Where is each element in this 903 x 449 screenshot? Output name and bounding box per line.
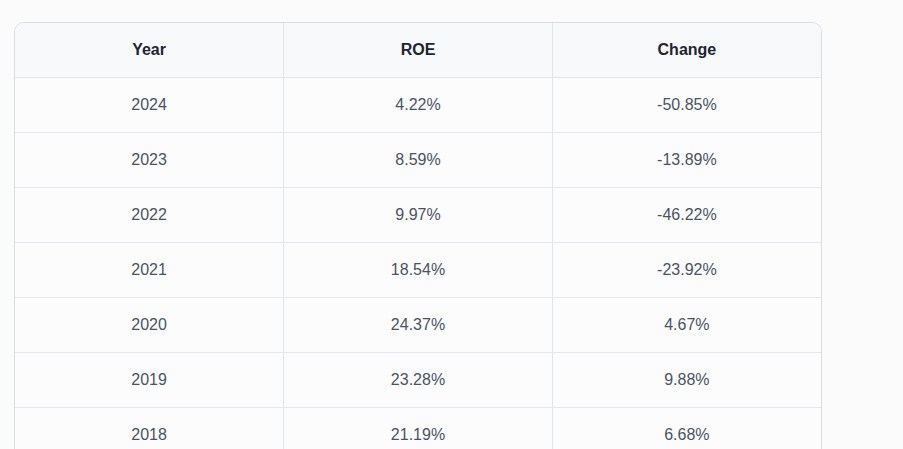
roe-cell: 24.37% <box>284 298 553 353</box>
table-row: 2020 24.37% 4.67% <box>15 298 821 353</box>
table-row: 2022 9.97% -46.22% <box>15 188 821 243</box>
change-cell: -23.92% <box>552 243 821 298</box>
roe-cell: 8.59% <box>284 133 553 188</box>
roe-cell: 9.97% <box>284 188 553 243</box>
table-row: 2023 8.59% -13.89% <box>15 133 821 188</box>
year-cell: 2018 <box>15 408 284 449</box>
year-cell: 2019 <box>15 353 284 408</box>
roe-cell: 4.22% <box>284 78 553 133</box>
roe-data-table: Year ROE Change 2024 4.22% -50.85% 2023 … <box>15 23 821 449</box>
page: Year ROE Change 2024 4.22% -50.85% 2023 … <box>0 0 903 449</box>
year-cell: 2022 <box>15 188 284 243</box>
year-cell: 2023 <box>15 133 284 188</box>
change-cell: -13.89% <box>552 133 821 188</box>
column-header-change: Change <box>552 23 821 78</box>
header-row: Year ROE Change <box>15 23 821 78</box>
table-row: 2021 18.54% -23.92% <box>15 243 821 298</box>
change-cell: -50.85% <box>552 78 821 133</box>
roe-table-card: Year ROE Change 2024 4.22% -50.85% 2023 … <box>14 22 822 449</box>
roe-cell: 18.54% <box>284 243 553 298</box>
year-cell: 2021 <box>15 243 284 298</box>
change-cell: 9.88% <box>552 353 821 408</box>
year-cell: 2024 <box>15 78 284 133</box>
change-cell: 6.68% <box>552 408 821 449</box>
table-row: 2024 4.22% -50.85% <box>15 78 821 133</box>
column-header-roe: ROE <box>284 23 553 78</box>
table-row: 2018 21.19% 6.68% <box>15 408 821 449</box>
table-row: 2019 23.28% 9.88% <box>15 353 821 408</box>
column-header-year: Year <box>15 23 284 78</box>
roe-cell: 21.19% <box>284 408 553 449</box>
roe-cell: 23.28% <box>284 353 553 408</box>
year-cell: 2020 <box>15 298 284 353</box>
change-cell: 4.67% <box>552 298 821 353</box>
change-cell: -46.22% <box>552 188 821 243</box>
